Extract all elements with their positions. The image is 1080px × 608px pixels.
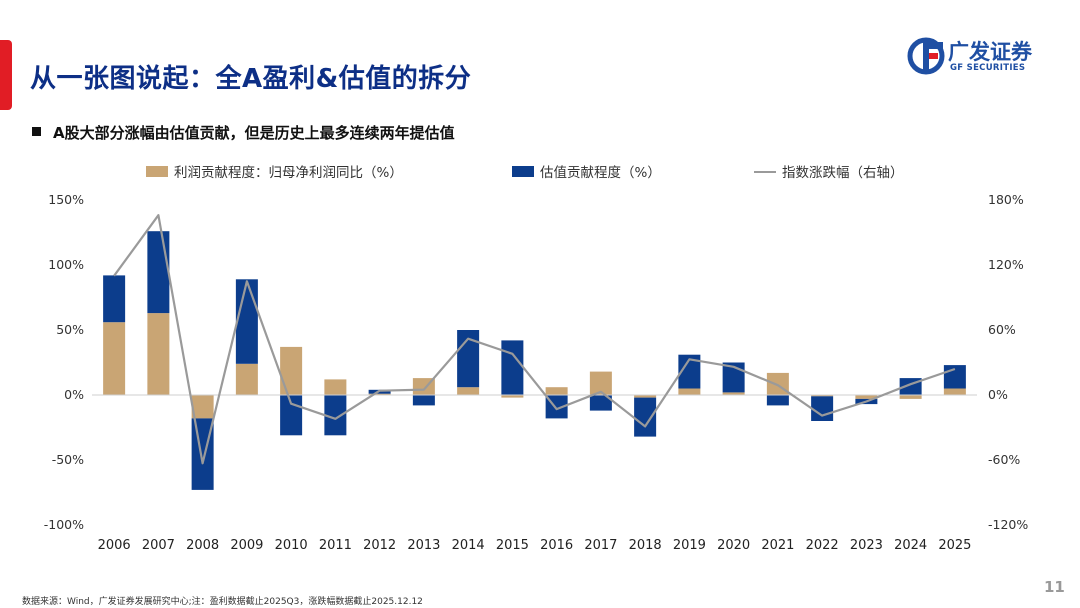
left-tick-label: 100% xyxy=(48,257,84,272)
bullet-square-icon xyxy=(32,127,41,136)
chart-legend: 利润贡献程度：归母净利润同比（%） 估值贡献程度（%） 指数涨跌幅（右轴） xyxy=(146,164,904,181)
valuation-bar xyxy=(678,354,701,389)
x-tick-label: 2018 xyxy=(629,538,662,553)
x-tick-label: 2015 xyxy=(496,538,529,553)
x-tick-label: 2011 xyxy=(319,538,352,553)
x-tick-label: 2013 xyxy=(407,538,440,553)
profit-bar xyxy=(589,371,612,395)
valuation-bar xyxy=(634,397,657,437)
profit-bar xyxy=(678,388,701,395)
line-series xyxy=(113,214,956,465)
profit-bar xyxy=(545,387,568,395)
x-tick-label: 2016 xyxy=(540,538,573,553)
legend-profit-swatch xyxy=(146,166,168,177)
x-tick-label: 2012 xyxy=(363,538,396,553)
right-axis: 180% 120% 60% 0% -60% -120% xyxy=(988,192,1028,532)
valuation-bar xyxy=(943,365,966,389)
x-tick-label: 2006 xyxy=(98,538,131,553)
right-tick-label: 60% xyxy=(988,322,1016,337)
valuation-bar xyxy=(766,395,789,406)
x-tick-label: 2025 xyxy=(938,538,971,553)
x-tick-label: 2021 xyxy=(761,538,794,553)
right-tick-label: 120% xyxy=(988,257,1024,272)
x-tick-label: 2007 xyxy=(142,538,175,553)
profit-bar xyxy=(722,392,745,395)
right-tick-label: 0% xyxy=(988,387,1008,402)
profit-bar xyxy=(235,363,258,395)
x-tick-label: 2020 xyxy=(717,538,750,553)
profit-bar xyxy=(191,395,214,419)
right-tick-label: -60% xyxy=(988,452,1020,467)
x-axis: 2006 2007 2008 2009 2010 2011 2012 2013 2014 2015… xyxy=(98,538,972,553)
valuation-bar xyxy=(589,395,612,411)
contribution-chart: 利润贡献程度：归母净利润同比（%） 估值贡献程度（%） 指数涨跌幅（右轴） 150%… xyxy=(44,164,1029,553)
legend-valuation-label: 估值贡献程度（%） xyxy=(540,165,661,181)
legend-profit-label: 利润贡献程度：归母净利润同比（%） xyxy=(174,164,403,181)
profit-bar xyxy=(943,388,966,395)
profit-bar xyxy=(634,395,657,398)
profit-bar xyxy=(368,393,391,395)
x-tick-label: 2017 xyxy=(584,538,617,553)
profit-bar xyxy=(103,322,126,395)
profit-bar xyxy=(855,395,878,399)
x-tick-label: 2023 xyxy=(850,538,883,553)
profit-bar xyxy=(899,395,922,399)
gf-logo-icon xyxy=(907,37,945,75)
data-source-note: 数据来源：Wind，广发证券发展研究中心;注：盈利数据截止2025Q3，涨跌幅数… xyxy=(22,597,423,607)
index-line xyxy=(113,214,956,465)
valuation-bar xyxy=(147,231,170,314)
profit-bar xyxy=(147,313,170,395)
x-tick-label: 2024 xyxy=(894,538,927,553)
left-axis: 150% 100% 50% 0% -50% -100% xyxy=(44,192,84,532)
x-tick-label: 2008 xyxy=(186,538,219,553)
profit-bar xyxy=(501,395,524,398)
profit-bar xyxy=(457,387,480,395)
valuation-bar xyxy=(501,340,524,395)
legend-index-label: 指数涨跌幅（右轴） xyxy=(782,165,904,181)
valuation-bar xyxy=(103,275,126,323)
company-logo: 广发证券 GF SECURITIES xyxy=(906,36,1066,76)
left-tick-label: -100% xyxy=(44,517,84,532)
x-tick-label: 2019 xyxy=(673,538,706,553)
page-title: 从一张图说起：全A盈利&估值的拆分 xyxy=(30,64,472,94)
page-number: 11 xyxy=(1044,578,1065,596)
left-tick-label: 0% xyxy=(64,387,84,402)
logo-text-en: GF SECURITIES xyxy=(950,63,1026,73)
valuation-bar xyxy=(811,396,834,421)
profit-bar xyxy=(280,346,303,395)
subtitle-text: A股大部分涨幅由估值贡献，但是历史上最多连续两年提估值 xyxy=(53,124,455,142)
left-tick-label: -50% xyxy=(52,452,84,467)
valuation-bar xyxy=(412,395,435,406)
bar-series xyxy=(103,231,966,490)
left-tick-label: 50% xyxy=(56,322,84,337)
x-tick-label: 2014 xyxy=(452,538,485,553)
x-tick-label: 2022 xyxy=(806,538,839,553)
right-tick-label: 180% xyxy=(988,192,1024,207)
profit-bar xyxy=(811,395,834,397)
x-tick-label: 2009 xyxy=(230,538,263,553)
title-accent-bar xyxy=(0,40,12,110)
legend-valuation-swatch xyxy=(512,166,534,177)
left-tick-label: 150% xyxy=(48,192,84,207)
valuation-bar xyxy=(324,395,347,436)
profit-bar xyxy=(324,379,347,395)
x-tick-label: 2010 xyxy=(275,538,308,553)
right-tick-label: -120% xyxy=(988,517,1028,532)
valuation-bar xyxy=(235,279,258,364)
section-subtitle: A股大部分涨幅由估值贡献，但是历史上最多连续两年提估值 xyxy=(32,122,455,143)
logo-text-cn: 广发证券 xyxy=(948,40,1032,64)
